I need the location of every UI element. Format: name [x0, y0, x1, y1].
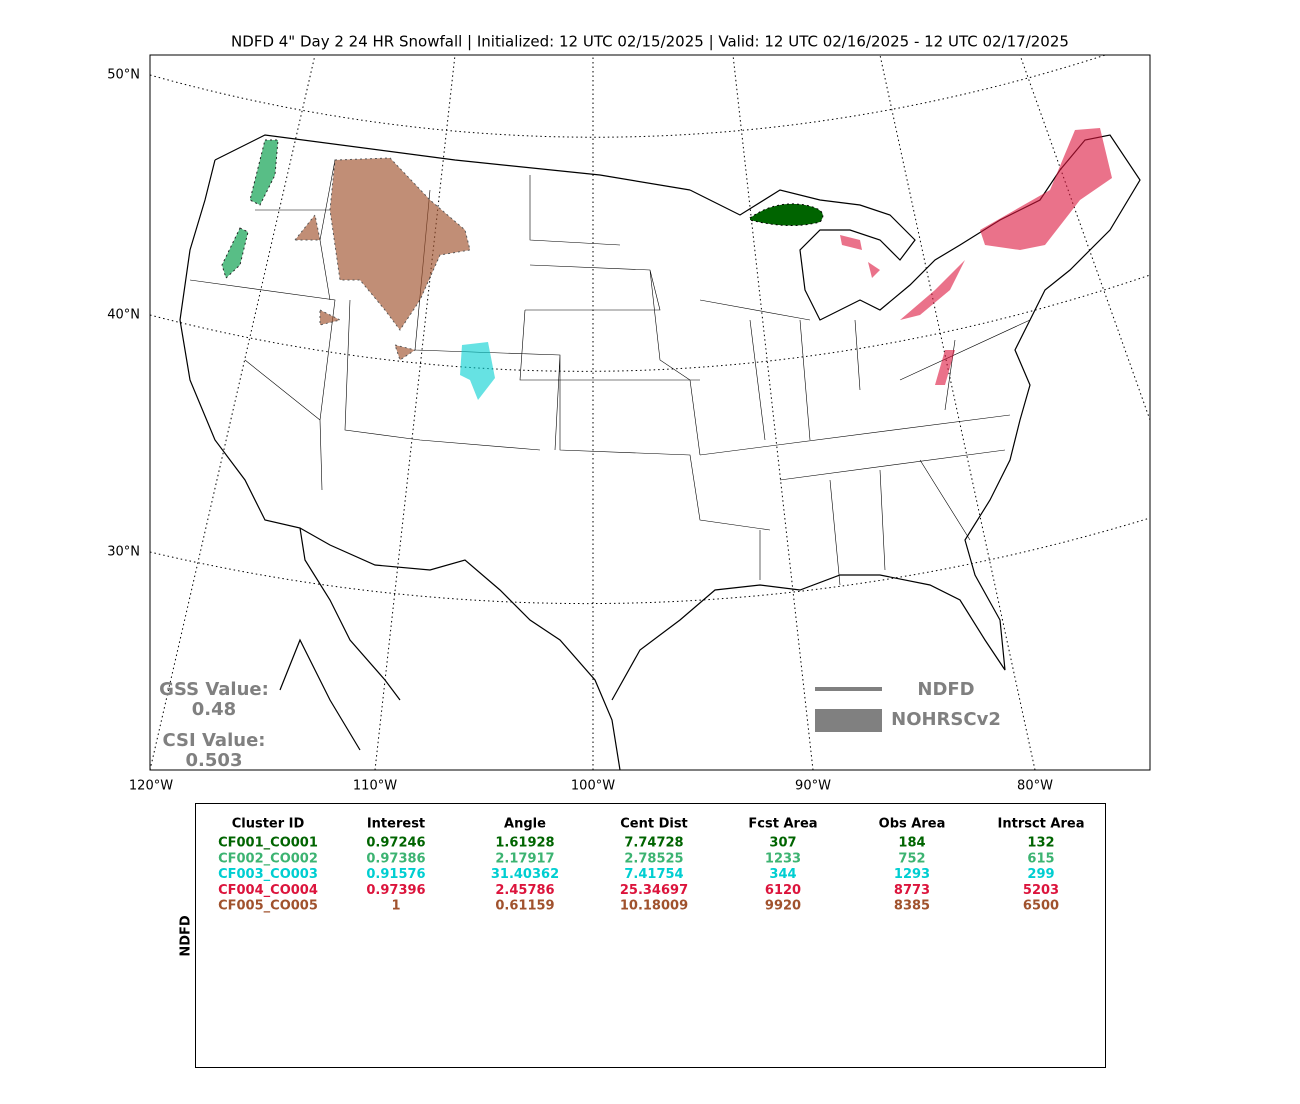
table-cell: 2.45786: [495, 883, 554, 898]
table-cell: 7.41754: [624, 867, 683, 882]
cluster-1: [749, 203, 824, 227]
table-cell: 9920: [765, 899, 801, 914]
coastline: [179, 134, 1141, 770]
table-cell: CF003_CO003: [218, 867, 318, 882]
table-cell: 299: [1027, 867, 1054, 882]
title: NDFD 4" Day 2 24 HR Snowfall | Initializ…: [231, 33, 1069, 51]
table-cell: CF004_CO004: [218, 883, 318, 898]
legend-label: NOHRSCv2: [891, 709, 1001, 730]
cluster-2: [221, 139, 279, 279]
lon-label: 100°W: [571, 779, 615, 794]
parallel: [150, 274, 1150, 372]
table-cell: 0.97396: [366, 883, 425, 898]
table-cell: 8385: [894, 899, 930, 914]
cluster-3: [460, 342, 495, 400]
gss-label: GSS Value:: [159, 679, 269, 700]
table-cell: 31.40362: [491, 867, 559, 882]
table-cell: 1233: [765, 851, 801, 866]
column-header: Cent Dist: [620, 817, 688, 832]
table-cell: 307: [769, 836, 796, 851]
cluster-4: [840, 128, 1112, 385]
lat-label: 40°N: [107, 308, 140, 323]
table-cell: 0.61159: [495, 899, 554, 914]
legend-patch: [815, 709, 882, 732]
table-frame: [195, 803, 1106, 1068]
table-cell: 184: [898, 836, 925, 851]
table-cell: 1.61928: [495, 836, 554, 851]
map-frame: [149, 54, 1151, 771]
table-cell: CF005_CO005: [218, 899, 318, 914]
gss-value: 0.48: [192, 699, 236, 720]
column-header: Intrsct Area: [998, 817, 1085, 832]
table-cell: CF001_CO001: [218, 836, 318, 851]
table-cell: 5203: [1023, 883, 1059, 898]
legend-label: NDFD: [917, 679, 974, 700]
table-cell: 132: [1027, 836, 1054, 851]
table-cell: 0.97386: [366, 851, 425, 866]
table-cell: 25.34697: [620, 883, 688, 898]
lon-label: 120°W: [129, 779, 173, 794]
table-cell: 6500: [1023, 899, 1059, 914]
table-cell: 1: [391, 899, 400, 914]
csi-value: 0.503: [186, 750, 243, 771]
cluster-5: [293, 157, 471, 361]
table-cell: CF002_CO002: [218, 851, 318, 866]
column-header: Cluster ID: [232, 817, 305, 832]
table-cell: 8773: [894, 883, 930, 898]
column-header: Obs Area: [879, 817, 946, 832]
csi-label: CSI Value:: [163, 730, 266, 751]
table-side-label: NDFD: [179, 915, 194, 957]
table-cell: 1293: [894, 867, 930, 882]
column-header: Interest: [367, 817, 425, 832]
lat-label: 50°N: [107, 68, 140, 83]
lon-label: 110°W: [353, 779, 397, 794]
clusters: [221, 128, 1112, 400]
stats-table: NDFD Cluster ID Interest Angle Cent Dist Fcs…: [179, 803, 1106, 1068]
table-cell: 2.78525: [624, 851, 683, 866]
lon-label: 80°W: [1017, 779, 1053, 794]
lat-label: 30°N: [107, 545, 140, 560]
column-header: Fcst Area: [748, 817, 817, 832]
table-cell: 2.17917: [495, 851, 554, 866]
lon-label: 90°W: [795, 779, 831, 794]
table-cell: 615: [1027, 851, 1054, 866]
table-cell: 0.97246: [366, 836, 425, 851]
column-header: Angle: [504, 817, 546, 832]
table-cell: 6120: [765, 883, 801, 898]
table-cell: 752: [898, 851, 925, 866]
table-cell: 0.91576: [366, 867, 425, 882]
table-cell: 7.74728: [624, 836, 683, 851]
map: 50°N 40°N 30°N 120°W 110°W 100°W 90°W 80…: [107, 54, 1151, 794]
table-cell: 10.18009: [620, 899, 688, 914]
parallel: [150, 517, 1150, 605]
table-cell: 344: [769, 867, 796, 882]
